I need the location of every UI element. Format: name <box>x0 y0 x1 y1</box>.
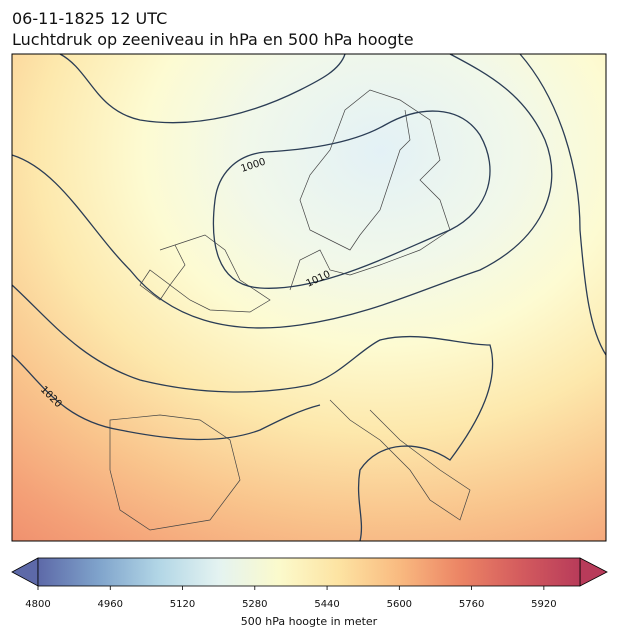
colorbar-label: 500 hPa hoogte in meter <box>241 615 378 628</box>
title-date: 06-11-1825 12 UTC <box>12 9 167 28</box>
colorbar-tick-label: 5440 <box>314 599 339 610</box>
map: 1000 1010 1020 <box>11 53 607 542</box>
colorbar: 500 hPa hoogte in meter 4800 4960 5120 5280… <box>11 557 608 628</box>
isobar <box>212 110 491 289</box>
map-frame <box>11 53 607 542</box>
colorbar-tick-label: 5600 <box>387 599 412 610</box>
colorbar-tick-label: 5280 <box>242 599 267 610</box>
isobar <box>11 354 321 441</box>
colorbar-tick-label: 4800 <box>25 599 50 610</box>
isobar <box>11 53 553 329</box>
colorbar-tick-label: 5120 <box>170 599 195 610</box>
isobar <box>11 284 494 542</box>
isobar <box>519 53 607 356</box>
colorbar-body <box>37 557 581 587</box>
coastline <box>109 89 471 531</box>
colorbar-extend-high <box>579 557 608 587</box>
colorbar-tick-label: 4960 <box>98 599 123 610</box>
height-field <box>12 54 606 541</box>
colorbar-tick-label: 5920 <box>531 599 556 610</box>
isobar <box>59 53 346 124</box>
colorbar-tick-label: 5760 <box>459 599 484 610</box>
colorbar-extend-low <box>11 557 39 587</box>
title-main: Luchtdruk op zeeniveau in hPa en 500 hPa… <box>12 30 414 49</box>
